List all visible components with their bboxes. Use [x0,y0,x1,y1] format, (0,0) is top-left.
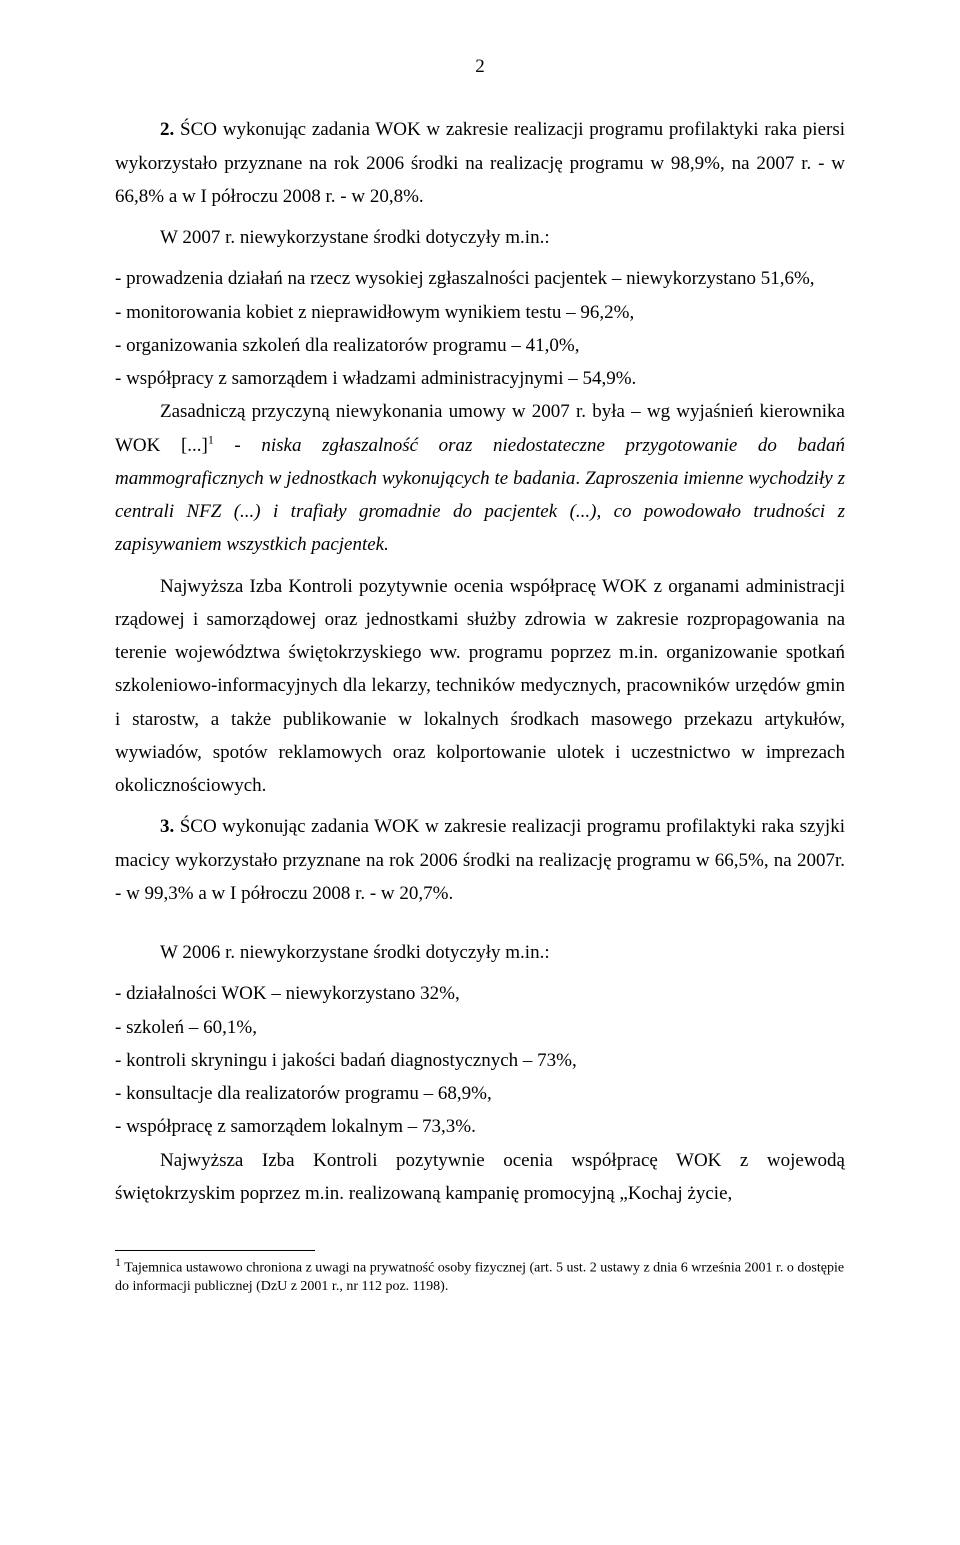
p2-list-item-4: - współpracy z samorządem i władzami adm… [115,362,845,395]
section-number-2: 2. [160,119,180,140]
p3-paragraph: Zasadniczą przyczyną niewykonania umowy … [115,395,845,561]
p6-list-item-3: - kontroli skryningu i jakości badań dia… [115,1044,845,1077]
footnote-1: 1 Tajemnica ustawowo chroniona z uwagi n… [115,1255,845,1296]
p6-list-item-1: - działalności WOK – niewykorzystano 32%… [115,977,845,1010]
section-number-3: 3. [160,816,180,837]
paragraph-2-intro: 2. ŚCO wykonując zadania WOK w zakresie … [115,113,845,213]
p2-list-item-1: - prowadzenia działań na rzecz wysokiej … [115,262,845,295]
p7-paragraph: Najwyższa Izba Kontroli pozytywnie oceni… [115,1144,845,1211]
p6-list-item-5: - współpracę z samorządem lokalnym – 73,… [115,1110,845,1143]
p2-list-item-3: - organizowania szkoleń dla realizatorów… [115,329,845,362]
p6-list-item-4: - konsultacje dla realizatorów programu … [115,1077,845,1110]
p1-text: ŚCO wykonując zadania WOK w zakresie rea… [115,119,845,207]
footnote-separator [115,1250,315,1251]
p5-text: ŚCO wykonując zadania WOK w zakresie rea… [115,816,845,904]
p2-intro: W 2007 r. niewykorzystane środki dotyczy… [115,221,845,254]
p2-list-item-2: - monitorowania kobiet z nieprawidłowym … [115,296,845,329]
document-page: 2 2. ŚCO wykonując zadania WOK w zakresi… [0,0,960,1545]
p3-text-c: . [575,468,585,489]
page-number: 2 [115,50,845,83]
paragraph-3-intro: 3. ŚCO wykonując zadania WOK w zakresie … [115,810,845,910]
p6-intro: W 2006 r. niewykorzystane środki dotyczy… [115,936,845,969]
p4-paragraph: Najwyższa Izba Kontroli pozytywnie oceni… [115,570,845,803]
p6-list-item-2: - szkoleń – 60,1%, [115,1011,845,1044]
footnote-text: Tajemnica ustawowo chroniona z uwagi na … [115,1261,844,1294]
